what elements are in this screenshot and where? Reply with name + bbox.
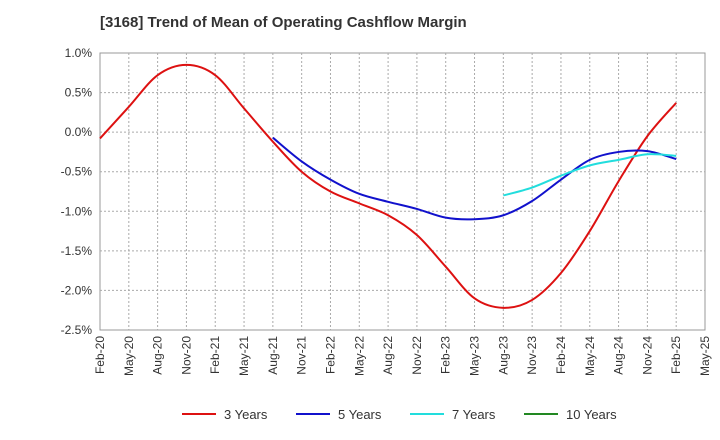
x-tick-label: Feb-24 (554, 336, 568, 374)
x-tick-label: Aug-21 (266, 336, 280, 375)
x-tick-label: Nov-22 (410, 336, 424, 375)
chart-title: [3168] Trend of Mean of Operating Cashfl… (100, 14, 467, 31)
legend-label-7-years: 7 Years (452, 407, 496, 422)
x-tick-label: Aug-20 (151, 336, 165, 375)
legend-label-5-years: 5 Years (338, 407, 382, 422)
x-tick-label: May-20 (122, 336, 136, 376)
x-tick-label: May-23 (468, 336, 482, 376)
y-tick-label: -1.5% (61, 244, 93, 258)
x-tick-label: May-21 (237, 336, 251, 376)
x-tick-label: Feb-21 (208, 336, 222, 374)
y-tick-label: 0.5% (65, 86, 93, 100)
x-tick-label: Nov-23 (525, 336, 539, 375)
x-tick-label: Feb-22 (323, 336, 337, 374)
x-tick-label: Nov-20 (179, 336, 193, 375)
legend-label-3-years: 3 Years (224, 407, 268, 422)
plot-area (99, 52, 706, 331)
x-tick-label: Nov-21 (295, 336, 309, 375)
series-line-5-years (272, 136, 677, 221)
y-tick-label: -0.5% (61, 165, 93, 179)
series-line-7-years (503, 153, 677, 197)
y-tick-label: 0.0% (65, 125, 93, 139)
legend-label-10-years: 10 Years (566, 407, 617, 422)
x-tick-label: Nov-24 (640, 336, 654, 375)
x-tick-label: Feb-20 (93, 336, 107, 374)
y-tick-label: 1.0% (65, 46, 93, 60)
x-tick-label: May-24 (583, 336, 597, 376)
y-tick-label: -1.0% (61, 204, 93, 218)
x-tick-label: Aug-24 (612, 336, 626, 375)
x-tick-label: Feb-25 (669, 336, 683, 374)
x-tick-label: May-25 (698, 336, 712, 376)
x-tick-label: May-22 (352, 336, 366, 376)
x-tick-label: Aug-22 (381, 336, 395, 375)
y-tick-label: -2.0% (61, 283, 93, 297)
x-tick-label: Aug-23 (496, 336, 510, 375)
y-tick-label: -2.5% (61, 323, 93, 337)
x-tick-label: Feb-23 (439, 336, 453, 374)
series-line-3-years (99, 63, 677, 309)
